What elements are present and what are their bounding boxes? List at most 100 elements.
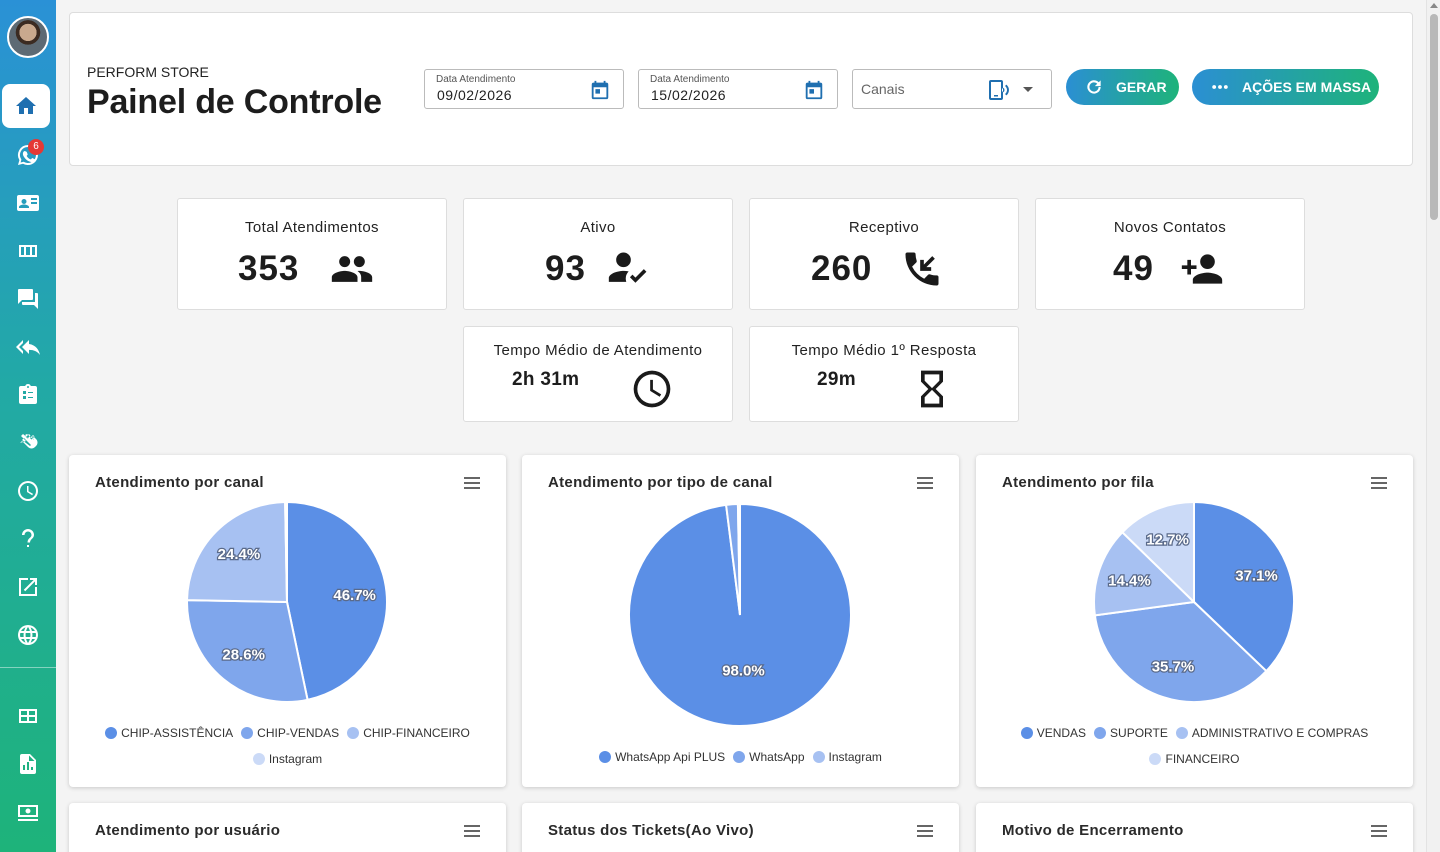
legend-dot [1149,753,1162,765]
pie-chart: 37.1% 35.7% 14.4% 12.7% [1093,500,1295,703]
slice-label: 12.7% [1146,531,1189,548]
slice-label: 35.7% [1152,659,1195,676]
menu-icon[interactable] [1371,825,1387,837]
slice-label: 14.4% [1108,573,1151,590]
slice-label: 37.1% [1235,567,1278,584]
sidebar-divider [0,667,56,668]
menu-icon[interactable] [1371,477,1387,489]
whatsapp-icon[interactable]: 6 [0,133,56,177]
chart-title: Atendimento por tipo de canal [548,474,773,491]
calendar-icon[interactable] [803,79,825,101]
store-name: PERFORM STORE [87,64,209,80]
date-to-field[interactable]: Data Atendimento 15/02/2026 [638,69,838,109]
legend-item[interactable]: Instagram [252,747,322,771]
stat-value: 2h 31m [512,369,580,390]
clock-icon[interactable] [0,469,56,513]
legend-item[interactable]: CHIP-FINANCEIRO [347,721,470,745]
person-add-icon [1181,254,1223,284]
stat-title: Receptivo [848,219,920,236]
clipboard-icon[interactable] [0,373,56,417]
pie-slice[interactable] [1193,500,1295,673]
date-from-value[interactable]: 09/02/2026 [437,87,513,103]
legend-item[interactable]: WhatsApp [733,745,805,769]
help-icon[interactable] [0,517,56,561]
header-card: PERFORM STORE Painel de Controle Data At… [69,12,1413,166]
legend-item[interactable]: CHIP-ASSISTÊNCIA [105,721,233,745]
stat-value: 29m [817,369,856,390]
finance-icon[interactable] [0,790,56,834]
stat-title: Total Atendimentos [245,219,379,236]
home-icon[interactable] [2,84,50,128]
page-title: Painel de Controle [87,83,382,121]
legend-label: VENDAS [1036,726,1087,740]
menu-icon[interactable] [917,477,933,489]
pie-chart: 98.0% [628,502,852,727]
chart-card-by-user: Atendimento por usuário [69,803,506,852]
legend-item[interactable]: SUPORTE [1094,721,1168,745]
date-from-label: Data Atendimento [436,74,516,85]
date-from-field[interactable]: Data Atendimento 09/02/2026 [424,69,624,109]
clap-icon[interactable] [0,421,56,465]
legend-item[interactable]: VENDAS [1020,721,1087,745]
calendar-icon[interactable] [589,79,611,101]
legend-label: WhatsApp Api PLUS [615,750,726,764]
generate-button[interactable]: GERAR [1066,69,1179,105]
date-to-value[interactable]: 15/02/2026 [651,87,727,103]
stat-receptive: Receptivo 260 [749,198,1019,310]
scrollbar-thumb[interactable] [1430,14,1438,220]
pie-slice[interactable] [284,500,288,603]
group-icon [331,256,373,282]
legend-dot [252,753,265,765]
pie-slice[interactable] [1120,500,1195,605]
legend-item[interactable]: CHIP-VENDAS [241,721,339,745]
slice-label: 24.4% [218,546,261,563]
contact-card-icon[interactable] [0,181,56,225]
pie-slice[interactable] [186,599,309,703]
stat-value: 260 [811,249,873,288]
chart-card-ticket-status: Status dos Tickets(Ao Vivo) [522,803,959,852]
pie-slice[interactable] [286,500,388,702]
user-avatar[interactable] [7,16,49,58]
legend-item[interactable]: ADMINISTRATIVO E COMPRAS [1175,721,1368,745]
stat-active: Ativo 93 [463,198,733,310]
menu-icon[interactable] [464,477,480,489]
stat-title: Tempo Médio de Atendimento [493,342,703,359]
chart-legend: VENDAS SUPORTE ADMINISTRATIVO E COMPRAS FIN… [976,721,1413,773]
chart-title: Status dos Tickets(Ao Vivo) [548,822,754,839]
slice-label: 28.6% [222,646,265,663]
stat-value: 93 [545,249,586,288]
chart-title: Atendimento por canal [95,474,264,491]
menu-icon[interactable] [464,825,480,837]
person-check-icon [608,252,647,283]
report-icon[interactable] [0,742,56,786]
legend-item[interactable]: Instagram [812,745,882,769]
channels-select[interactable]: Canais [852,69,1052,109]
kanban-icon[interactable] [0,229,56,273]
menu-icon[interactable] [917,825,933,837]
legend-dot [1020,727,1033,739]
chart-title: Atendimento por fila [1002,474,1154,491]
bulk-actions-button[interactable]: AÇÕES EM MASSA [1192,69,1379,105]
pie-slice[interactable] [1093,530,1197,617]
scroll-up-icon[interactable] [1430,3,1438,8]
chevron-down-icon[interactable] [1023,87,1033,92]
pie-slice[interactable] [736,502,741,616]
reply-all-icon[interactable] [0,325,56,369]
legend-item[interactable]: FINANCEIRO [1149,747,1240,771]
external-link-icon[interactable] [0,565,56,609]
globe-icon[interactable] [0,613,56,657]
chart-card-closing-reason: Motivo de Encerramento [976,803,1413,852]
more-horizontal-icon [1212,85,1228,89]
clock-icon [633,370,671,408]
channels-placeholder: Canais [861,81,905,97]
pie-slice[interactable] [185,500,289,604]
pie-slice[interactable] [1093,600,1268,703]
chat-icon[interactable] [0,277,56,321]
dashboard-icon[interactable] [0,694,56,738]
pie-chart: 46.7% 28.6% 24.4% [185,500,388,703]
stat-average-time: Tempo Médio de Atendimento 2h 31m [463,326,733,422]
page-scrollbar[interactable] [1426,0,1440,852]
legend-dot [812,751,825,763]
legend-item[interactable]: WhatsApp Api PLUS [599,745,725,769]
stat-value: 49 [1113,249,1154,288]
